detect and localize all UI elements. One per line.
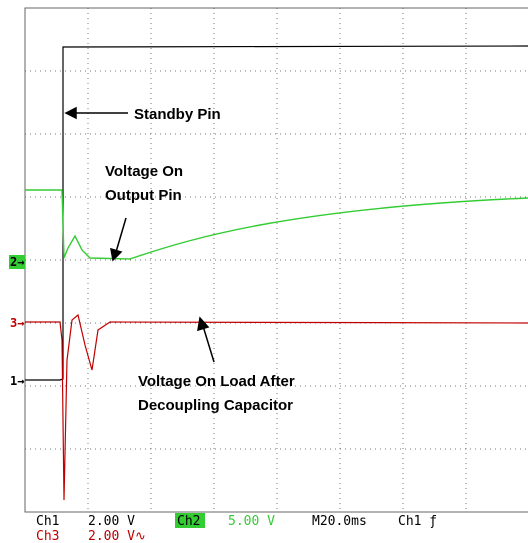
ch1-marker: 1→ [10, 374, 24, 388]
ch2-label-bg [175, 513, 205, 528]
ch1-scale: 2.00 V [88, 514, 135, 529]
annotation: Voltage On Load After [138, 373, 295, 390]
ch2-scale: 5.00 V [228, 514, 275, 529]
trigger: Ch1 ƒ [398, 514, 437, 529]
arrows [64, 106, 215, 363]
ch3-marker: 3→ [10, 316, 24, 330]
annotation: Output Pin [105, 187, 182, 204]
ch2-trace [25, 189, 528, 260]
ch3-scale: 2.00 V∿ [88, 529, 146, 543]
arrow-head [197, 316, 210, 332]
arrow [115, 217, 127, 253]
timebase: M20.0ms [312, 514, 367, 529]
arrow-head [64, 106, 77, 120]
ch2-marker-bg [9, 255, 25, 269]
annotation: Decoupling Capacitor [138, 397, 293, 414]
ch1-label: Ch1 [36, 514, 59, 529]
arrow [202, 325, 215, 363]
ch3-label: Ch3 [36, 529, 59, 543]
annotation: Voltage On [105, 163, 183, 180]
ch2-marker: 2→ [10, 255, 24, 269]
grid [25, 8, 528, 512]
arrow-head [110, 247, 123, 262]
annotation: Standby Pin [134, 106, 221, 123]
ch2-label: Ch2 [177, 514, 200, 529]
ch3-trace [25, 313, 528, 501]
